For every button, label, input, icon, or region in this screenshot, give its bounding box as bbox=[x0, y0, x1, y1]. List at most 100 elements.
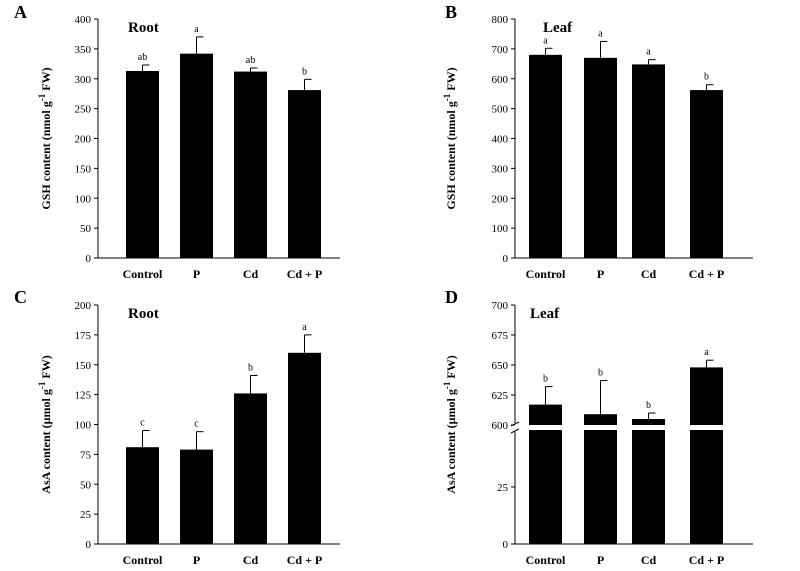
y-tick-label: 200 bbox=[75, 300, 92, 312]
category-label: P bbox=[597, 267, 604, 281]
panel-letter: C bbox=[14, 287, 27, 307]
y-axis-title-sup: -1 bbox=[442, 93, 452, 101]
significance-label: ab bbox=[138, 52, 147, 63]
bar bbox=[632, 419, 665, 544]
bar bbox=[584, 414, 617, 544]
category-label: Cd bbox=[641, 267, 657, 281]
panel-b: B Leaf GSH content (nmol g-1 FW) 0 100 200 300… bbox=[442, 2, 753, 281]
y-axis-title-sup: -1 bbox=[37, 93, 47, 101]
significance-label: a bbox=[646, 47, 651, 58]
panel-a: A Root GSH content (nmol g-1 FW) 0 50 100 150 2… bbox=[14, 2, 340, 281]
panel-title: Root bbox=[128, 20, 159, 36]
y-tick-label: 625 bbox=[492, 390, 509, 402]
y-tick-label: 0 bbox=[86, 253, 92, 265]
category-label: P bbox=[193, 553, 200, 567]
panel-letter: A bbox=[14, 2, 27, 22]
bar bbox=[180, 53, 213, 258]
bar bbox=[126, 70, 159, 258]
significance-label: b bbox=[302, 66, 307, 77]
significance-label: c bbox=[140, 417, 145, 428]
significance-label: b bbox=[543, 374, 548, 385]
y-tick-label: 200 bbox=[75, 134, 92, 146]
y-axis-title: AsA content (µmol g-1 FW) bbox=[442, 355, 458, 493]
category-label: Cd + P bbox=[689, 553, 725, 567]
axis-break-mark bbox=[510, 428, 520, 434]
significance-label: a bbox=[302, 322, 307, 333]
y-tick-label: 300 bbox=[75, 74, 92, 86]
y-tick-label: 400 bbox=[492, 134, 509, 146]
y-tick-label: 400 bbox=[75, 14, 92, 26]
category-label: Cd + P bbox=[287, 553, 323, 567]
y-tick-label: 700 bbox=[492, 44, 509, 56]
significance-label: b bbox=[646, 400, 651, 411]
y-axis-title-main: AsA content (µmol g bbox=[444, 389, 458, 494]
y-tick-label: 100 bbox=[75, 420, 92, 432]
y-tick-label: 250 bbox=[75, 104, 92, 116]
panel-d: D Leaf AsA content (µmol g-1 FW) 0 25 600 625 6… bbox=[442, 287, 753, 567]
category-label: Cd + P bbox=[689, 267, 725, 281]
panel-letter: D bbox=[445, 287, 458, 307]
y-axis-title: GSH content (nmol g-1 FW) bbox=[37, 67, 53, 209]
bar bbox=[632, 64, 665, 258]
significance-label: a bbox=[704, 347, 709, 358]
y-tick-label: 350 bbox=[75, 44, 92, 56]
y-axis-title-tail: FW) bbox=[444, 67, 458, 93]
y-axis-title-tail: FW) bbox=[444, 355, 458, 381]
significance-label: b bbox=[248, 363, 253, 374]
y-axis-title: GSH content (nmol g-1 FW) bbox=[442, 67, 458, 209]
y-tick-label: 600 bbox=[492, 420, 509, 432]
category-label: Control bbox=[526, 267, 566, 281]
bar-break-gap bbox=[583, 425, 618, 430]
bar bbox=[234, 71, 267, 258]
y-axis-title-sup: -1 bbox=[37, 381, 47, 389]
significance-label: b bbox=[598, 368, 603, 379]
y-tick-label: 700 bbox=[492, 300, 509, 312]
y-tick-label: 200 bbox=[492, 193, 509, 205]
y-tick-label: 0 bbox=[503, 253, 509, 265]
panel-letter: B bbox=[445, 2, 457, 22]
y-tick-label: 800 bbox=[492, 14, 509, 26]
category-label: Control bbox=[123, 267, 163, 281]
significance-label: a bbox=[543, 35, 548, 46]
y-axis-title-tail: FW) bbox=[39, 355, 53, 381]
panel-title: Leaf bbox=[530, 306, 560, 322]
y-tick-label: 675 bbox=[492, 330, 509, 342]
y-tick-label: 100 bbox=[75, 193, 92, 205]
category-label: Cd bbox=[641, 553, 657, 567]
y-axis-title-main: AsA content (µmol g bbox=[39, 389, 53, 494]
y-tick-label: 650 bbox=[492, 360, 509, 372]
bar bbox=[529, 54, 562, 258]
bar-break-gap bbox=[689, 425, 724, 430]
y-tick-label: 75 bbox=[80, 449, 92, 461]
y-tick-label: 25 bbox=[497, 482, 509, 494]
y-tick-label: 0 bbox=[86, 539, 92, 551]
bar bbox=[288, 352, 321, 544]
significance-label: a bbox=[598, 28, 603, 39]
category-label: Cd bbox=[243, 267, 259, 281]
y-tick-label: 175 bbox=[75, 330, 92, 342]
y-tick-label: 125 bbox=[75, 390, 92, 402]
significance-label: c bbox=[194, 419, 199, 430]
bar bbox=[690, 367, 723, 544]
y-axis-title-main: GSH content (nmol g bbox=[444, 101, 458, 209]
category-label: Cd + P bbox=[287, 267, 323, 281]
bar bbox=[690, 90, 723, 258]
y-tick-label: 100 bbox=[492, 223, 509, 235]
bar bbox=[180, 449, 213, 544]
bar bbox=[288, 90, 321, 258]
y-tick-label: 500 bbox=[492, 104, 509, 116]
category-label: P bbox=[597, 553, 604, 567]
bar bbox=[584, 57, 617, 259]
y-tick-label: 50 bbox=[80, 479, 92, 491]
y-tick-label: 50 bbox=[80, 223, 92, 235]
category-label: Cd bbox=[243, 553, 259, 567]
bar bbox=[234, 393, 267, 544]
category-label: Control bbox=[526, 553, 566, 567]
significance-label: b bbox=[704, 72, 709, 83]
y-tick-label: 25 bbox=[80, 509, 92, 521]
y-tick-label: 300 bbox=[492, 163, 509, 175]
significance-label: ab bbox=[246, 55, 255, 66]
panel-title: Leaf bbox=[543, 20, 573, 36]
y-tick-label: 150 bbox=[75, 163, 92, 175]
